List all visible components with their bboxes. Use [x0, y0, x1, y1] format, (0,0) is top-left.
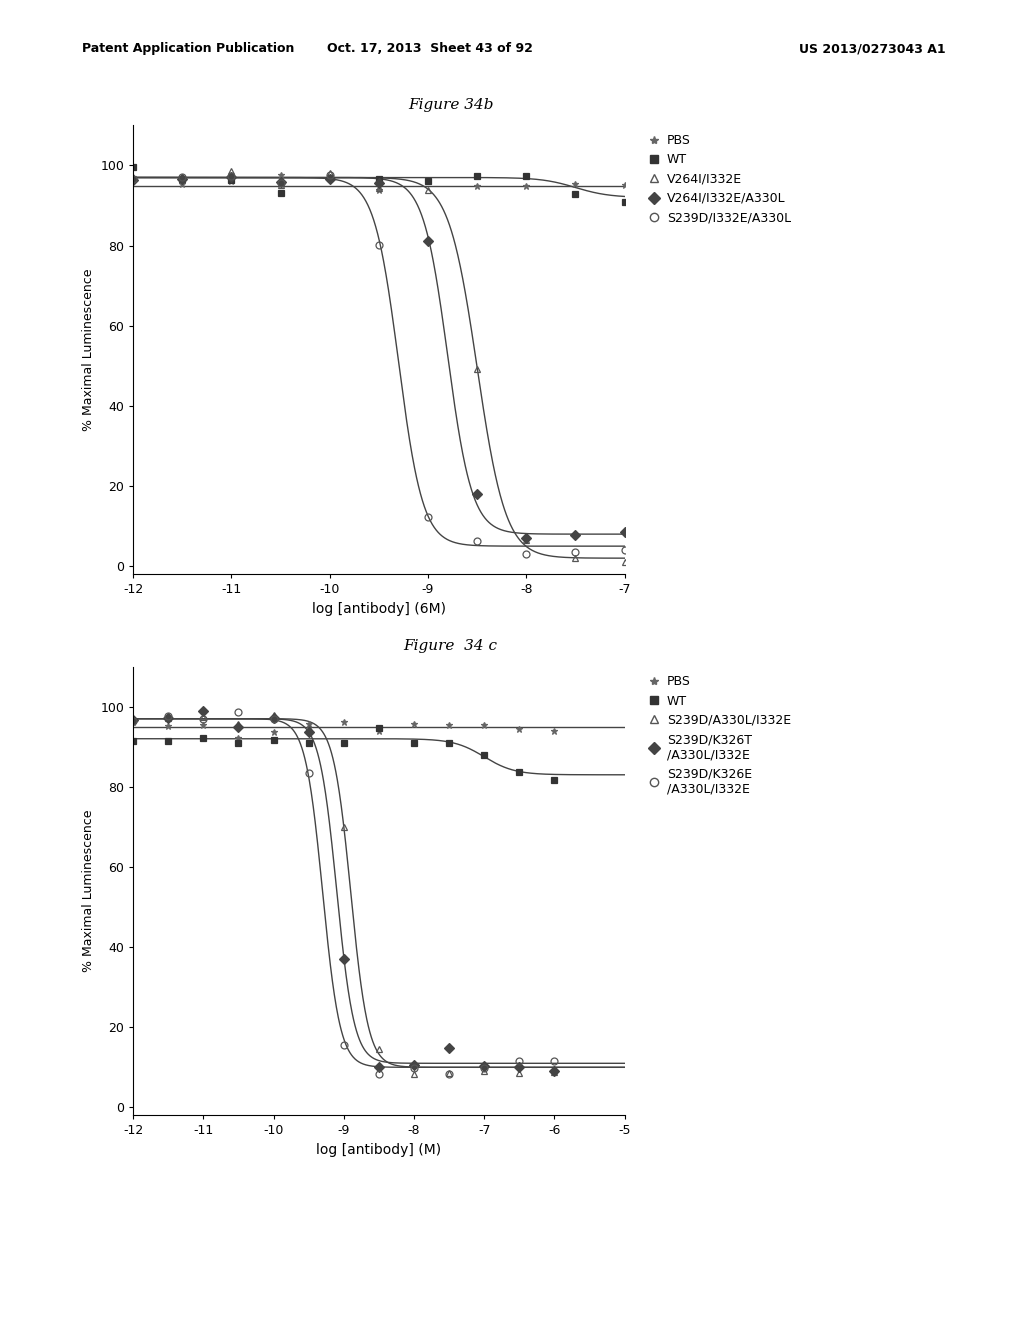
Y-axis label: % Maximal Luminescence: % Maximal Luminescence — [82, 268, 94, 432]
Text: Patent Application Publication: Patent Application Publication — [82, 42, 294, 55]
X-axis label: log [antibody] (6M): log [antibody] (6M) — [312, 602, 445, 616]
Legend: PBS, WT, V264I/I332E, V264I/I332E/A330L, S239D/I332E/A330L: PBS, WT, V264I/I332E, V264I/I332E/A330L,… — [646, 132, 794, 227]
Text: Figure 34b: Figure 34b — [408, 98, 494, 112]
X-axis label: log [antibody] (M): log [antibody] (M) — [316, 1143, 441, 1158]
Legend: PBS, WT, S239D/A330L/I332E, S239D/K326T
/A330L/I332E, S239D/K326E
/A330L/I332E: PBS, WT, S239D/A330L/I332E, S239D/K326T … — [646, 673, 794, 797]
Text: US 2013/0273043 A1: US 2013/0273043 A1 — [799, 42, 945, 55]
Text: Figure  34 c: Figure 34 c — [403, 639, 498, 653]
Y-axis label: % Maximal Luminescence: % Maximal Luminescence — [82, 809, 94, 973]
Text: Oct. 17, 2013  Sheet 43 of 92: Oct. 17, 2013 Sheet 43 of 92 — [327, 42, 534, 55]
